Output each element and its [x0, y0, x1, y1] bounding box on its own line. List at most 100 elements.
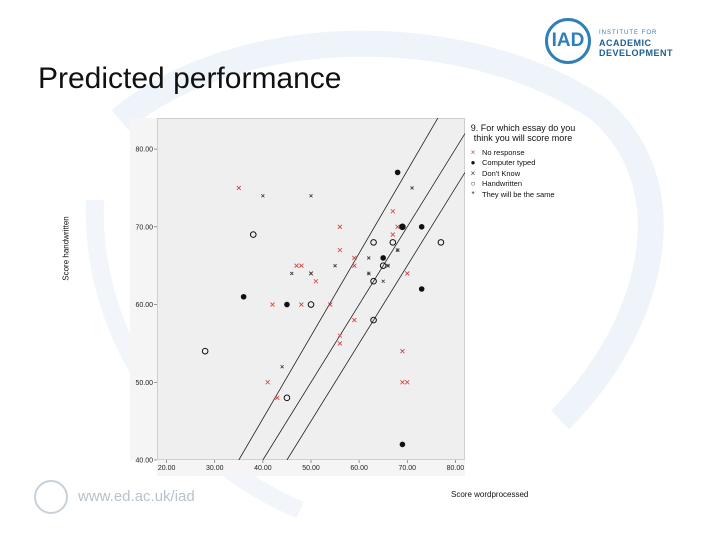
logo-line-1: INSTITUTE FOR [599, 30, 658, 36]
x-tick-label: 70.00 [398, 465, 416, 472]
point-no-response [390, 208, 396, 214]
point-no-response [313, 278, 319, 284]
point-handwritten [389, 239, 397, 246]
point-no-response [404, 379, 410, 385]
point-don-t-know [309, 193, 313, 198]
x-axis-strip [157, 460, 465, 476]
point-no-response [275, 395, 280, 401]
x-tick-label: 30.00 [206, 465, 224, 472]
upper-bound-line [286, 172, 465, 460]
point-computer-typed [240, 293, 247, 300]
y-tick-label: 50.00 [135, 380, 153, 387]
plot-area [157, 118, 465, 460]
legend-marker-icon: ● [470, 158, 476, 168]
slide-title: Predicted performance [38, 62, 342, 95]
legend-label: Don't Know [482, 168, 521, 178]
legend-marker-icon: × [470, 168, 476, 178]
point-no-response [337, 224, 343, 230]
point-handwritten [379, 262, 387, 269]
point-no-response [400, 348, 405, 354]
x-tick-label: 20.00 [158, 465, 176, 472]
iad-logo-mark: IAD [545, 18, 591, 64]
point-don-t-know [410, 186, 414, 190]
point-handwritten [437, 239, 445, 246]
point-no-response [299, 263, 304, 268]
legend: 9. For which essay do you think you will… [468, 123, 578, 200]
point-handwritten [370, 239, 377, 246]
point-no-response [395, 224, 400, 230]
point-they-will-be-the-same [395, 248, 400, 253]
x-tick-label: 40.00 [254, 465, 272, 472]
legend-item-don-t-know: × Don't Know [468, 168, 578, 179]
point-no-response [352, 317, 357, 323]
legend-title: 9. For which essay do you think you will… [470, 123, 576, 143]
legend-item-computer-typed: ● Computer typed [468, 158, 578, 169]
point-no-response [400, 379, 405, 385]
x-axis-label: Score wordprocessed [451, 490, 529, 499]
point-handwritten [399, 223, 406, 231]
legend-item-no-response: × No response [468, 147, 578, 158]
y-axis-strip [130, 118, 157, 460]
point-no-response [337, 341, 343, 346]
point-no-response [352, 263, 357, 268]
point-handwritten [307, 301, 315, 308]
point-don-t-know [309, 271, 313, 276]
point-no-response [352, 255, 357, 261]
legend-item-handwritten: ○ Handwritten [468, 179, 578, 190]
legend-label: They will be the same [482, 189, 555, 199]
point-don-t-know [261, 193, 265, 198]
point-computer-typed [394, 169, 401, 176]
point-no-response [294, 263, 299, 268]
logo-line-3: DEVELOPMENT [599, 48, 674, 58]
point-computer-typed [418, 224, 425, 230]
point-computer-typed [380, 255, 386, 261]
point-computer-typed [418, 286, 425, 292]
legend-marker-icon: × [470, 147, 476, 157]
point-computer-typed [399, 224, 406, 230]
legend-marker-icon: ○ [470, 179, 476, 189]
x-tick-label: 50.00 [302, 465, 320, 472]
point-don-t-know [381, 279, 385, 284]
y-tick-label: 40.00 [135, 458, 153, 465]
point-handwritten [283, 394, 291, 402]
legend-label: Computer typed [482, 158, 536, 168]
x-tick-label: 60.00 [350, 465, 368, 472]
point-no-response [337, 247, 343, 253]
point-computer-typed [284, 301, 290, 308]
logo-line-2: ACADEMIC [599, 38, 652, 48]
lower-bound-line [238, 118, 439, 460]
point-don-t-know [280, 364, 284, 369]
x-tick-label: 80.00 [447, 465, 465, 472]
point-no-response [299, 302, 304, 307]
point-no-response [390, 232, 396, 237]
legend-item-they-will-be-the-same: * They will be the same [468, 189, 578, 200]
point-don-t-know [333, 263, 337, 268]
y-tick-label: 70.00 [135, 224, 153, 231]
legend-label: No response [482, 147, 525, 157]
footer-url: www.ed.ac.uk/iad [78, 488, 195, 505]
point-handwritten [370, 316, 377, 324]
point-computer-typed [399, 441, 406, 448]
point-no-response [337, 333, 343, 338]
legend-marker-icon: * [471, 189, 475, 199]
legend-label: Handwritten [482, 179, 523, 189]
y-tick-label: 60.00 [135, 302, 153, 309]
point-don-t-know [289, 271, 294, 276]
point-no-response [270, 302, 275, 307]
y-tick-label: 80.00 [135, 147, 153, 154]
point-no-response [404, 271, 410, 276]
y-axis-label: Score handwritten [61, 216, 71, 281]
university-crest-icon [34, 480, 68, 514]
point-they-will-be-the-same [366, 271, 371, 276]
point-no-response [265, 379, 270, 385]
point-no-response [327, 302, 333, 307]
point-handwritten [249, 231, 257, 238]
iad-logo: IAD INSTITUTE FOR ACADEMIC DEVELOPMENT [545, 18, 685, 70]
point-they-will-be-the-same [385, 263, 391, 268]
point-don-t-know [366, 256, 371, 260]
point-handwritten [370, 277, 377, 285]
point-handwritten [201, 347, 209, 355]
point-no-response [236, 185, 242, 191]
identity-line [262, 133, 465, 460]
